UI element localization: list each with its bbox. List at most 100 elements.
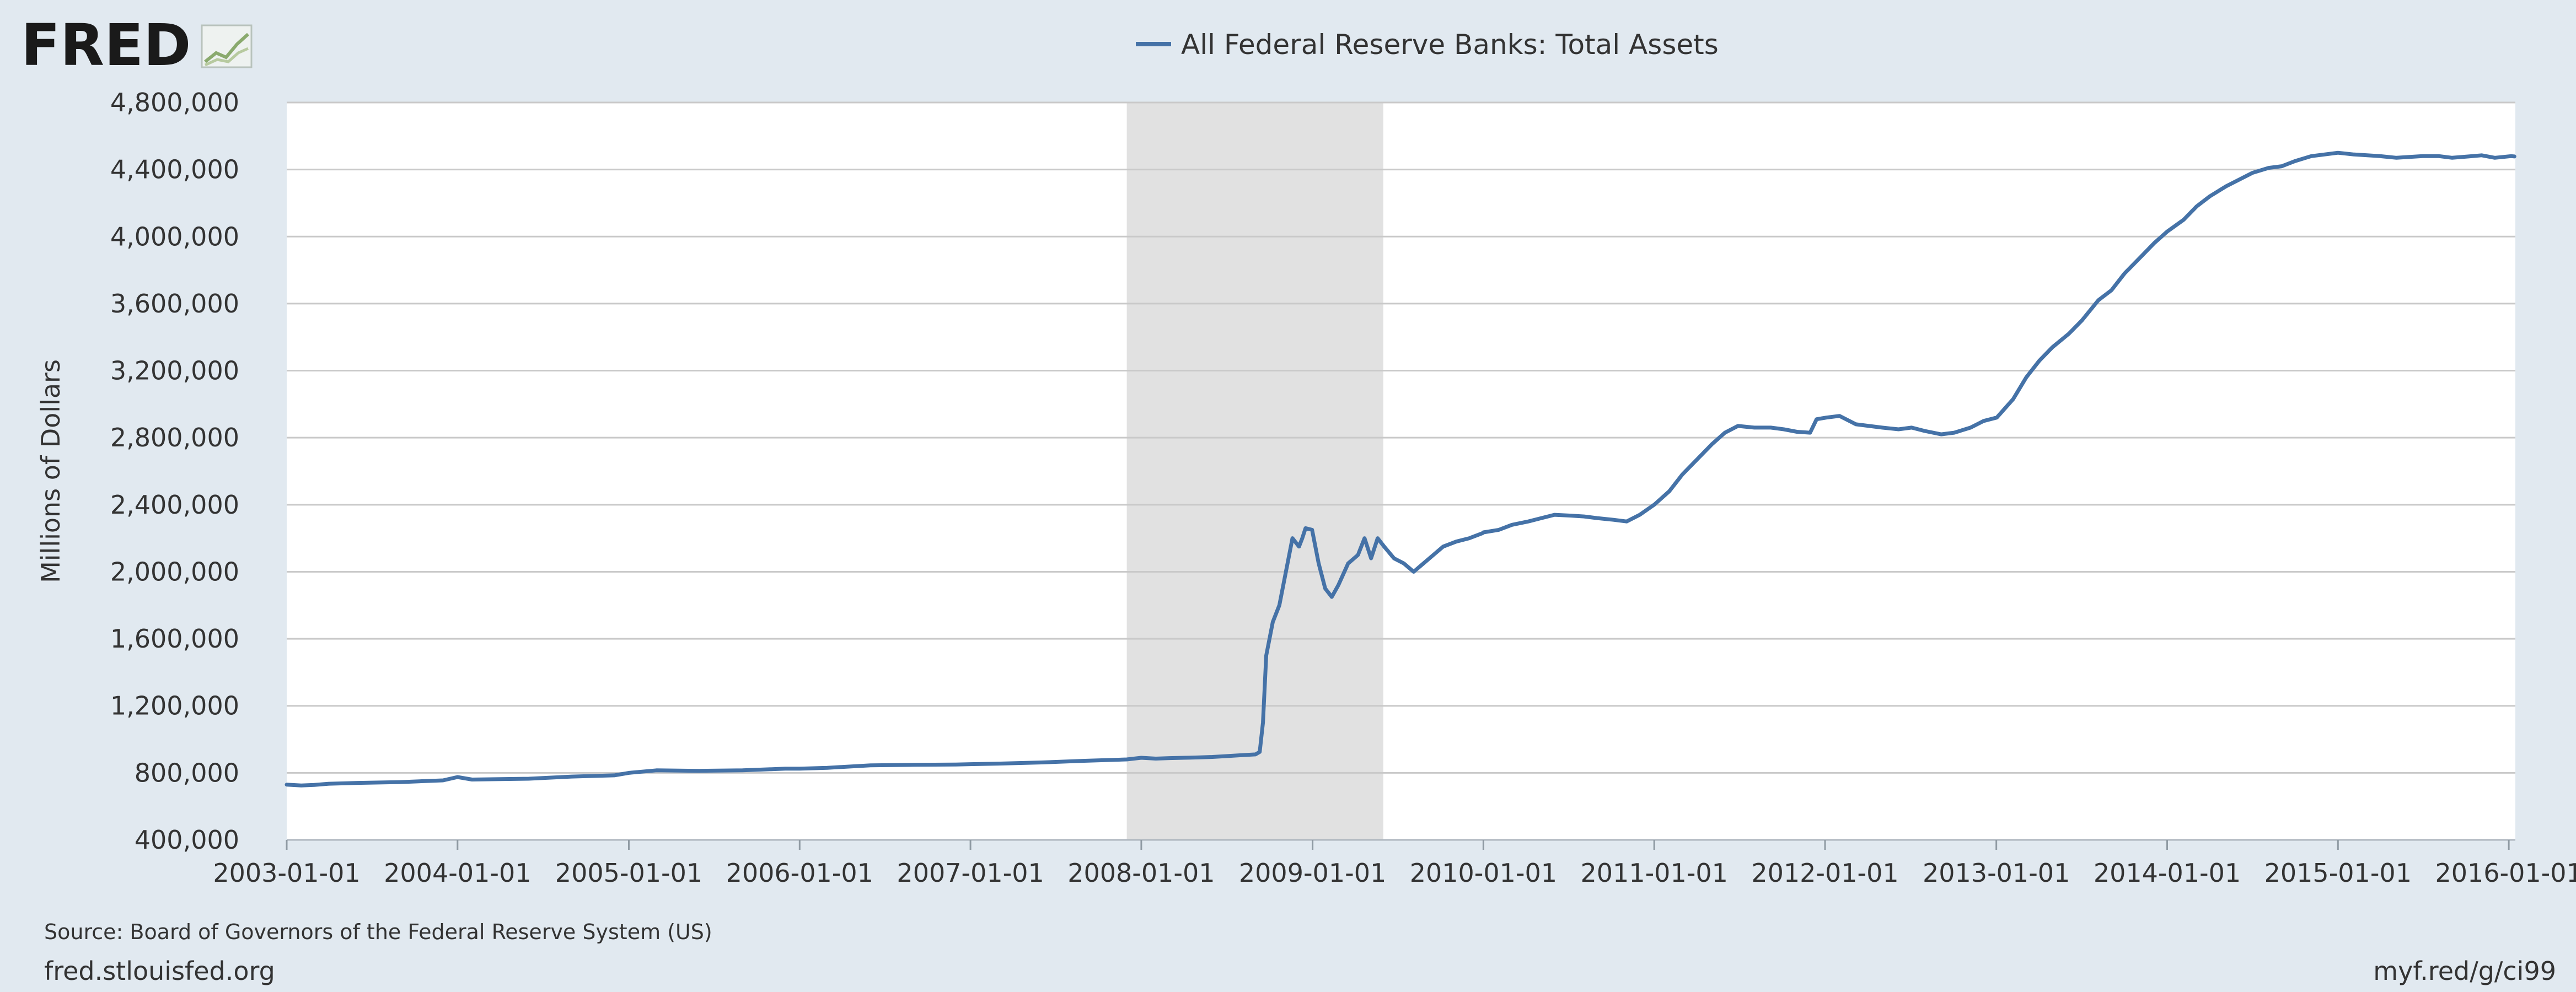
x-tick-label: 2010-01-01	[1410, 858, 1557, 888]
data-point	[1953, 432, 1955, 434]
legend: All Federal Reserve Banks: Total Assets	[1136, 29, 1719, 61]
data-point	[2123, 272, 2126, 274]
x-tick-label: 2016-01-01	[2435, 858, 2576, 888]
data-point	[1259, 751, 1261, 753]
data-point	[1168, 757, 1171, 759]
data-point	[471, 779, 473, 780]
recession-band-0	[1126, 103, 1383, 840]
data-point	[1197, 756, 1199, 758]
legend-label: All Federal Reserve Banks: Total Assets	[1181, 29, 1719, 61]
data-point	[1698, 457, 1700, 459]
data-point	[1816, 418, 1818, 420]
data-point	[1413, 571, 1415, 573]
data-point	[1897, 428, 1899, 430]
data-point	[2280, 165, 2283, 168]
data-point	[1868, 425, 1870, 427]
source-note: Source: Board of Governors of the Federa…	[44, 920, 712, 944]
data-point	[2422, 155, 2424, 157]
short-link[interactable]: myf.red/g/ci99	[2373, 956, 2556, 986]
data-point	[2408, 156, 2411, 158]
data-point	[1301, 537, 1303, 540]
data-point	[2438, 155, 2440, 157]
data-point	[1298, 546, 1300, 548]
fred-logo-text: FRED	[21, 12, 191, 79]
data-point	[1855, 423, 1857, 425]
data-point	[1910, 427, 1913, 429]
data-point	[997, 763, 999, 765]
y-tick-label: 1,600,000	[110, 624, 239, 654]
data-point	[1639, 514, 1641, 516]
data-point	[1583, 515, 1585, 517]
data-point	[2081, 319, 2083, 321]
data-point	[1969, 427, 1972, 429]
data-point	[798, 768, 801, 770]
data-point	[2510, 155, 2512, 157]
data-point	[2310, 155, 2312, 157]
x-tick-label: 2004-01-01	[384, 858, 531, 888]
data-point	[1996, 417, 1998, 419]
data-point	[571, 775, 573, 778]
data-point	[1324, 587, 1326, 590]
y-tick-label: 1,200,000	[110, 691, 239, 721]
data-point	[1796, 431, 1798, 433]
data-point	[955, 763, 957, 765]
y-tick-label: 800,000	[135, 758, 239, 788]
data-point	[1668, 490, 1670, 492]
data-point	[2097, 299, 2100, 301]
data-point	[1432, 554, 1435, 556]
data-point	[442, 779, 444, 781]
data-point	[913, 764, 914, 766]
data-point	[699, 770, 701, 772]
data-point	[356, 782, 358, 784]
data-point	[1527, 520, 1530, 522]
data-point	[1770, 427, 1772, 429]
x-tick-label: 2011-01-01	[1581, 858, 1728, 888]
data-point	[870, 764, 871, 767]
y-tick-label: 4,400,000	[110, 155, 239, 185]
data-point	[1377, 537, 1379, 540]
data-point	[2513, 155, 2515, 158]
data-point	[969, 763, 972, 765]
data-point	[457, 776, 459, 778]
y-tick-label: 2,800,000	[110, 423, 239, 452]
data-point	[1468, 537, 1471, 540]
data-point	[2012, 398, 2014, 400]
data-point	[1612, 519, 1614, 521]
data-point	[1383, 546, 1385, 548]
data-point	[1809, 432, 1811, 434]
data-point	[2251, 172, 2253, 174]
data-point	[2209, 195, 2211, 197]
data-point	[784, 768, 786, 770]
data-point	[2467, 155, 2470, 158]
data-point	[1924, 430, 1926, 432]
data-point	[1826, 417, 1828, 419]
data-point	[1625, 520, 1628, 522]
x-tick-label: 2013-01-01	[1923, 858, 2070, 888]
y-tick-label: 3,600,000	[110, 289, 239, 319]
data-point	[1225, 755, 1227, 757]
data-point	[1254, 753, 1257, 756]
data-point	[2323, 153, 2326, 155]
data-point	[1653, 504, 1655, 506]
data-point	[2268, 167, 2270, 169]
fred-logo[interactable]: FRED	[21, 12, 253, 79]
data-point	[2379, 155, 2381, 157]
data-point	[1403, 562, 1405, 564]
data-point	[2353, 153, 2355, 155]
data-point	[1711, 443, 1713, 445]
data-point	[1393, 557, 1395, 559]
x-tick-label: 2009-01-01	[1239, 858, 1386, 888]
data-point	[1240, 754, 1242, 756]
data-point	[1305, 527, 1307, 529]
data-point	[399, 781, 401, 783]
data-point	[2038, 359, 2041, 362]
data-point	[1455, 541, 1457, 543]
data-point	[613, 774, 615, 777]
data-point	[1364, 537, 1366, 540]
data-point	[1753, 427, 1756, 429]
data-point	[1083, 760, 1085, 762]
data-point	[2068, 333, 2070, 335]
data-point	[300, 784, 302, 786]
data-point	[1357, 554, 1359, 556]
site-link[interactable]: fred.stlouisfed.org	[44, 956, 275, 986]
